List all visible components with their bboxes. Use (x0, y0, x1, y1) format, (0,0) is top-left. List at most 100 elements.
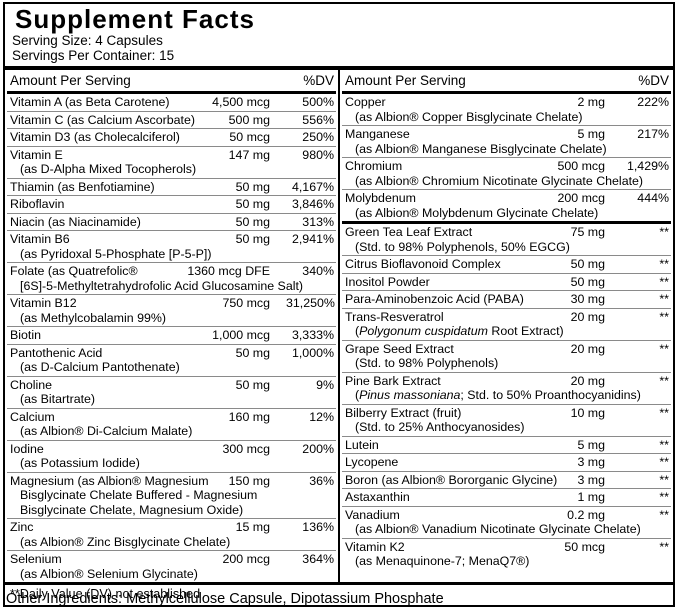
servings-per-container: Servings Per Container: 15 (12, 48, 175, 63)
ingredient-source: (as Bitartrate) (20, 392, 96, 406)
ingredient-name: Chromium (345, 159, 403, 173)
ingredient-dv: 4,167% (291, 179, 334, 194)
ingredient-dv: 500% (302, 95, 334, 109)
column-right: Amount Per Serving %DV Copper 2 mg 222% (as… (340, 70, 673, 582)
ingredient-name: Astaxanthin (345, 490, 410, 504)
supplement-row: Vitamin D3 (as Cholecalciferol) 50 mcg 250… (7, 128, 336, 146)
ingredient-amount: 75 mg (570, 225, 605, 239)
supplement-row: Iodine 300 mcg 200% (as Potassium Iodide) (7, 439, 336, 472)
ingredient-dv: ** (659, 490, 669, 504)
ingredient-amount: 4,500 mcg (212, 95, 270, 109)
ingredient-name: Selenium (10, 552, 62, 566)
ingredient-amount: 1360 mcg DFE (187, 264, 270, 278)
supplement-row-main: Iodine 300 mcg 200% (10, 442, 334, 457)
ingredient-name: Lutein (345, 437, 379, 452)
ingredient-amount: 50 mcg (229, 130, 270, 144)
ingredient-source: (Std. to 98% Polyphenols, 50% EGCG) (355, 239, 570, 254)
ingredient-name: Inositol Powder (345, 274, 430, 289)
ingredient-source: (as Methylcobalamin 99%) (20, 310, 166, 325)
supplement-row-main: Magnesium (as Albion® Magnesium 150 mg 36% (10, 474, 334, 489)
supplement-row: Thiamin (as Benfotiamine) 50 mg 4,167% (7, 177, 336, 196)
ingredient-name: Vitamin C (as Calcium Ascorbate) (10, 112, 196, 127)
supplement-row-main: Vitamin K2 50 mcg ** (345, 540, 669, 555)
ingredient-amount: 750 mcg (222, 296, 270, 310)
ingredient-name: Vitamin A (as Beta Carotene) (10, 95, 170, 109)
ingredient-source: (Polygonum cuspidatum Root Extract) (345, 324, 669, 339)
ingredient-source: (Std. to 98% Polyphenols) (355, 356, 499, 370)
ingredient-name: Zinc (10, 520, 34, 534)
ingredient-amount: 2 mg (577, 95, 605, 109)
ingredient-source: (as Albion® Di-Calcium Malate) (20, 424, 193, 438)
supplement-row: Selenium 200 mcg 364% (as Albion® Selenium … (7, 550, 336, 582)
ingredient-amount: 50 mg (235, 214, 270, 229)
supplement-row-main: Vitamin A (as Beta Carotene) 4,500 mcg 500… (10, 95, 334, 110)
ingredient-amount: 1 mg (577, 490, 605, 504)
ingredient-amount: 160 mg (228, 409, 270, 424)
supplement-row-main: Riboflavin 50 mg 3,846% (10, 197, 334, 212)
ingredient-name: Trans-Resveratrol (345, 309, 444, 324)
supplement-row-main: Para-Aminobenzoic Acid (PABA) 30 mg ** (345, 292, 669, 307)
ingredient-name: Vitamin B12 (10, 296, 77, 310)
ingredient-amount: 50 mg (235, 232, 270, 246)
supplement-row-main: Choline 50 mg 9% (10, 378, 334, 393)
supplement-row: Choline 50 mg 9% (as Bitartrate) (7, 375, 336, 408)
supplement-row: Folate (as Quatrefolic® 1360 mcg DFE 340%[… (7, 262, 336, 294)
ingredient-dv: 9% (316, 377, 334, 392)
ingredient-amount: 50 mg (570, 257, 605, 271)
ingredient-amount: 500 mcg (557, 159, 605, 173)
supplement-row: Inositol Powder 50 mg ** (342, 272, 671, 291)
supplement-row: Citrus Bioflavonoid Complex 50 mg ** (342, 255, 671, 273)
ingredient-amount: 1,000 mcg (212, 328, 270, 342)
supplement-row-main: Manganese 5 mg 217% (345, 127, 669, 142)
percent-dv-label: %DV (638, 73, 669, 88)
ingredient-amount: 15 mg (235, 520, 270, 534)
supplement-row-main: Vitamin C (as Calcium Ascorbate) 500 mg 55… (10, 113, 334, 128)
ingredient-amount: 30 mg (570, 292, 605, 306)
ingredient-amount: 50 mg (235, 179, 270, 194)
ingredient-dv: ** (659, 507, 669, 522)
ingredient-dv: 313% (302, 214, 334, 229)
ingredient-name: Para-Aminobenzoic Acid (PABA) (345, 292, 524, 306)
ingredient-dv: 36% (309, 473, 334, 488)
supplement-row: Manganese 5 mg 217% (as Albion® Manganese B… (342, 125, 671, 157)
ingredient-name: Boron (as Albion® Bororganic Glycine) (345, 472, 558, 487)
ingredient-source: (as Potassium Iodide) (20, 456, 140, 470)
supplement-row-main: Calcium 160 mg 12% (10, 410, 334, 425)
ingredient-dv: 1,000% (291, 345, 334, 360)
ingredient-amount: 150 mg (228, 473, 270, 488)
supplement-row-main: Astaxanthin 1 mg ** (345, 490, 669, 505)
supplement-row-main: Lutein 5 mg ** (345, 438, 669, 453)
ingredient-source: (Std. to 25% Anthocyanosides) (355, 420, 525, 434)
ingredient-amount: 200 mcg (222, 552, 270, 566)
supplement-row: Vitamin A (as Beta Carotene) 4,500 mcg 500… (7, 94, 336, 111)
supplement-row: Pine Bark Extract 20 mg ** (Pinus massonian… (342, 371, 671, 404)
supplement-row-main: Inositol Powder 50 mg ** (345, 275, 669, 290)
ingredient-dv: ** (659, 539, 669, 554)
ingredient-amount: 50 mcg (564, 539, 605, 554)
supplement-row: Chromium 500 mcg 1,429% (as Albion® Chromiu… (342, 157, 671, 189)
ingredient-amount: 0.2 mg (567, 507, 605, 522)
ingredient-name: Niacin (as Niacinamide) (10, 214, 141, 229)
ingredient-amount: 50 mg (570, 274, 605, 289)
supplement-row-main: Folate (as Quatrefolic® 1360 mcg DFE 340% (10, 264, 334, 279)
ingredient-dv: 2,941% (291, 232, 334, 246)
supplement-row-main: Pantothenic Acid 50 mg 1,000% (10, 346, 334, 361)
ingredient-name: Folate (as Quatrefolic® (10, 264, 138, 278)
supplement-row: Grape Seed Extract 20 mg ** (Std. to 98% Po… (342, 339, 671, 372)
supplement-row-main: Vitamin B12 750 mcg 31,250% (10, 296, 335, 311)
supplement-row-main: Vitamin E 147 mg 980% (10, 148, 334, 163)
ingredient-dv: ** (659, 455, 669, 469)
supplement-row-main: Zinc 15 mg 136% (10, 520, 334, 535)
ingredient-name: Choline (10, 377, 53, 392)
column-right-header: Amount Per Serving %DV (342, 70, 671, 94)
column-left-header: Amount Per Serving %DV (7, 70, 336, 94)
ingredient-name: Copper (345, 95, 386, 109)
ingredient-source: (as Menaquinone-7; MenaQ7®) (355, 554, 530, 568)
ingredient-source: (as Albion® Copper Bisglycinate Chelate) (355, 109, 583, 124)
ingredient-name: Pantothenic Acid (10, 345, 103, 360)
supplement-row: Trans-Resveratrol 20 mg ** (Polygonum cuspi… (342, 307, 671, 340)
supplement-row: Molybdenum 200 mcg 444% (as Albion® Molybde… (342, 189, 671, 221)
ingredient-dv: ** (659, 257, 669, 271)
supplement-row: Copper 2 mg 222% (as Albion® Copper Bisglyc… (342, 94, 671, 125)
supplement-row: Vitamin B12 750 mcg 31,250% (as Methylcobal… (7, 294, 336, 326)
